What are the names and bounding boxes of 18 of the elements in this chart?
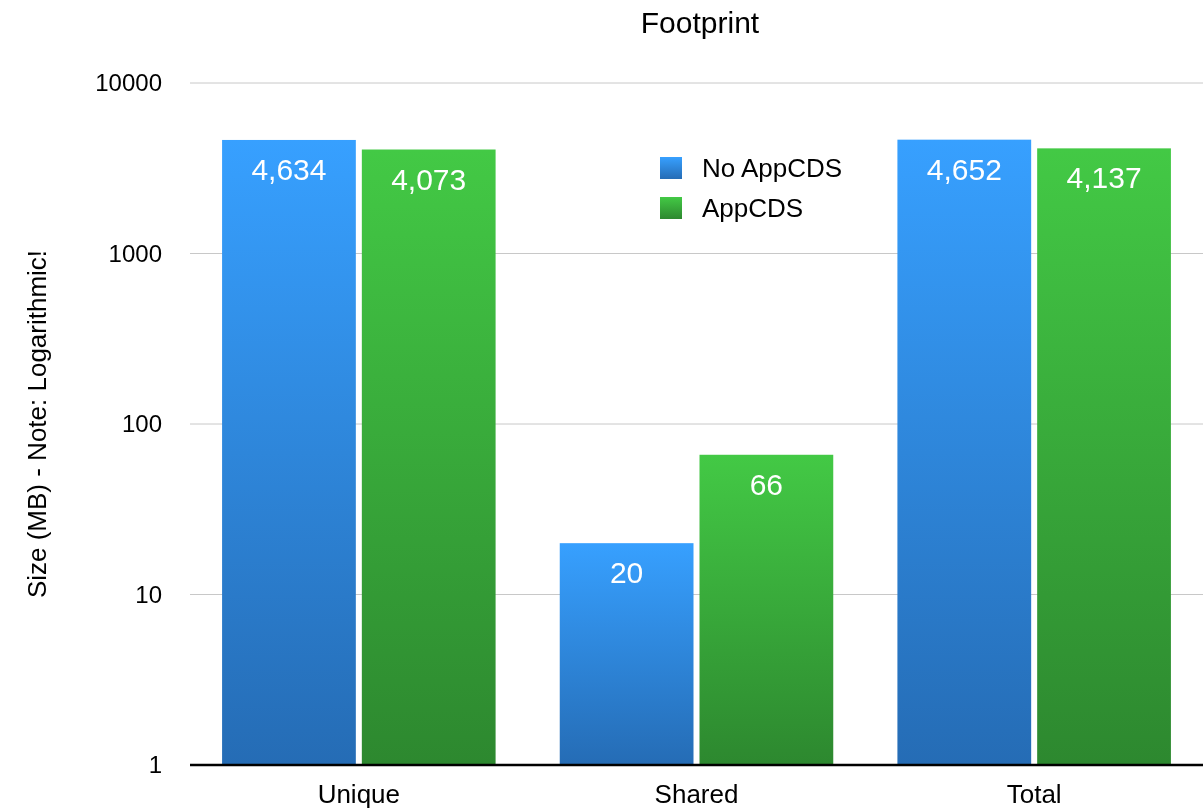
chart-title: Footprint	[640, 6, 760, 39]
x-tick-label: Unique	[317, 779, 401, 809]
y-tick-label: 10000	[95, 69, 162, 97]
y-tick-label: 1	[148, 751, 162, 779]
data-label: 4,137	[1066, 161, 1142, 195]
x-tick-label: Total	[1006, 779, 1062, 809]
data-label: 4,652	[926, 152, 1002, 186]
legend-label: No AppCDS	[702, 153, 843, 184]
data-label: 66	[749, 467, 784, 501]
y-tick-label: 1000	[108, 239, 162, 267]
legend-label: AppCDS	[702, 193, 804, 224]
y-axis-title: Size (MB) - Note: Logarithmic!	[22, 249, 52, 599]
x-tick-label: Shared	[654, 779, 739, 809]
y-tick-label: 100	[121, 410, 162, 438]
data-label: 20	[609, 556, 644, 590]
data-label: 4,634	[251, 152, 327, 186]
data-label: 4,073	[391, 162, 467, 196]
y-tick-label: 10	[135, 580, 162, 608]
